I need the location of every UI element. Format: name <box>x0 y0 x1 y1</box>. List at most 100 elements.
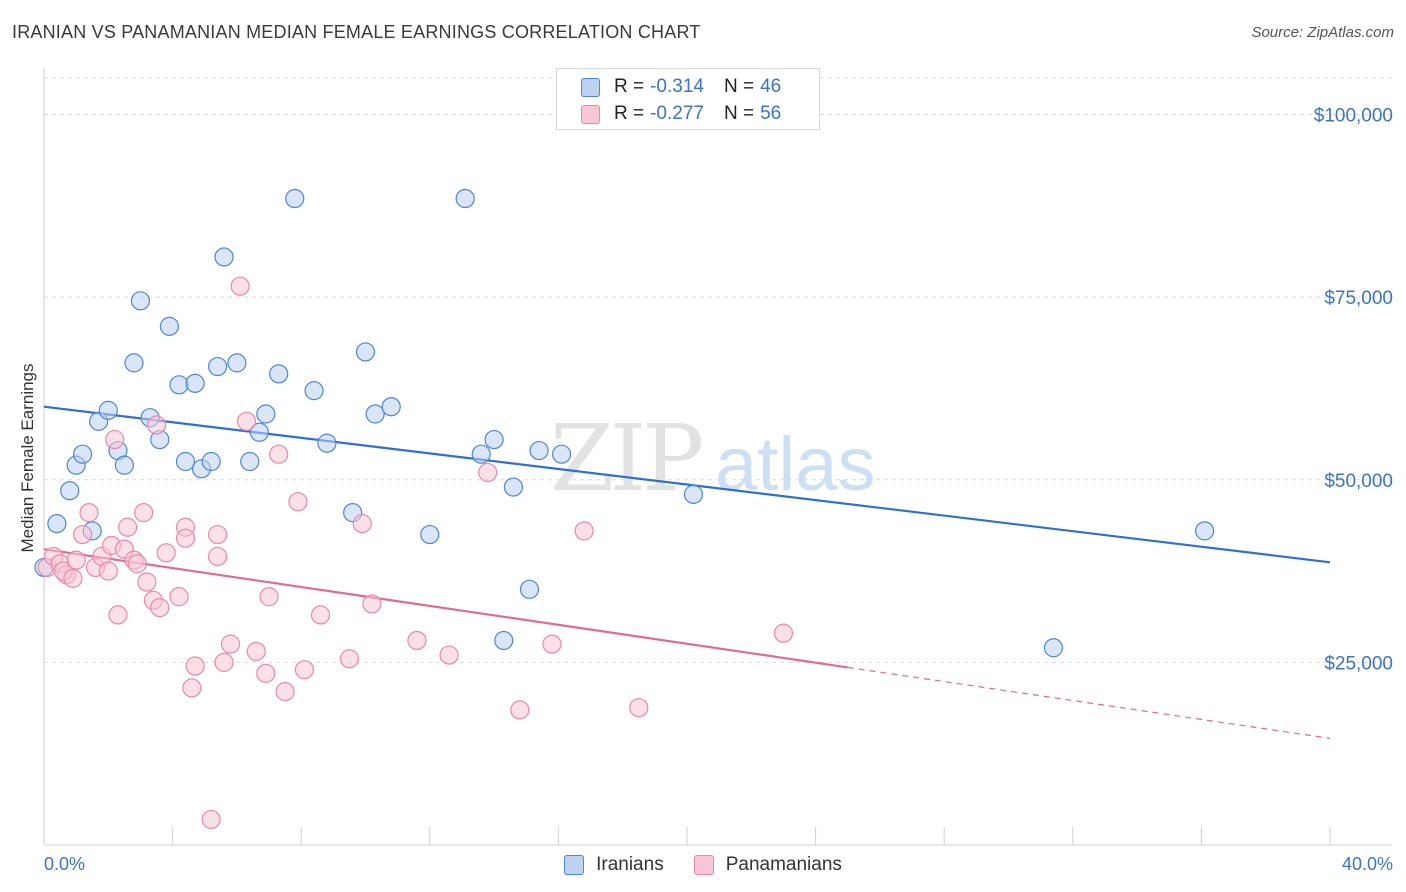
r-value: -0.314 <box>650 76 704 97</box>
point-panamanians <box>146 415 167 435</box>
point-panamanians <box>294 660 315 680</box>
point-iranians <box>304 381 324 401</box>
point-iranians <box>683 484 704 504</box>
point-iranians <box>552 444 572 464</box>
point-panamanians <box>127 554 147 574</box>
point-panamanians <box>439 645 459 665</box>
point-panamanians <box>339 649 360 669</box>
point-iranians <box>269 364 289 384</box>
point-panamanians <box>108 605 128 625</box>
y-tick-label: $25,000 <box>1324 653 1393 674</box>
point-iranians <box>227 353 247 373</box>
point-panamanians <box>574 521 594 541</box>
panamanians-swatch <box>693 855 714 875</box>
point-panamanians <box>230 276 250 296</box>
point-iranians <box>471 444 491 464</box>
point-iranians <box>159 316 179 336</box>
point-panamanians <box>201 809 221 830</box>
point-panamanians <box>169 587 189 607</box>
legend-row-iranians: R = -0.314 N = 46 <box>581 74 781 100</box>
point-panamanians <box>629 698 649 718</box>
point-panamanians <box>175 528 196 548</box>
point-iranians <box>72 444 93 464</box>
point-iranians <box>98 400 118 420</box>
point-panamanians <box>117 517 138 537</box>
point-panamanians <box>288 492 308 512</box>
point-iranians <box>169 375 189 395</box>
n-value: 56 <box>760 103 782 124</box>
r-label: R = <box>614 103 645 124</box>
point-panamanians <box>182 678 202 698</box>
legend-label-iranians: Iranians <box>596 854 664 875</box>
iranians-swatch <box>581 77 600 97</box>
point-iranians <box>47 513 67 534</box>
point-iranians <box>285 188 305 209</box>
axes <box>43 68 1392 846</box>
legend-item-panamanians[interactable]: Panamanians <box>693 852 842 878</box>
legend-label-panamanians: Panamanians <box>725 854 842 875</box>
point-iranians <box>256 404 276 424</box>
point-panamanians <box>773 623 794 643</box>
x-tick-label: 40.0% <box>1342 854 1393 874</box>
point-panamanians <box>150 597 170 618</box>
point-panamanians <box>79 503 99 523</box>
point-panamanians <box>275 681 295 702</box>
point-iranians <box>201 451 221 472</box>
point-panamanians <box>478 462 498 483</box>
point-panamanians <box>256 663 276 683</box>
point-panamanians <box>137 572 157 592</box>
point-panamanians <box>208 524 228 545</box>
point-iranians <box>365 404 385 424</box>
point-panamanians <box>246 641 266 662</box>
point-iranians <box>214 247 234 267</box>
r-value: -0.277 <box>650 103 704 124</box>
point-iranians <box>1195 521 1215 541</box>
trendline-panamanians-projection <box>847 666 1331 739</box>
series-legend: Iranians Panamanians <box>0 852 1406 878</box>
y-axis-label: Median Female Earnings <box>18 364 37 553</box>
point-iranians <box>381 397 401 417</box>
point-panamanians <box>208 546 228 567</box>
point-iranians <box>114 455 134 475</box>
point-panamanians <box>362 594 382 614</box>
point-panamanians <box>72 524 93 545</box>
trendline-panamanians <box>43 548 848 669</box>
chart-title: IRANIAN VS PANAMANIAN MEDIAN FEMALE EARN… <box>12 22 701 42</box>
point-panamanians <box>156 543 176 563</box>
point-iranians <box>124 353 144 373</box>
point-iranians <box>185 373 205 393</box>
point-panamanians <box>259 587 279 607</box>
n-label: N = <box>723 76 755 97</box>
panamanians-swatch <box>581 104 600 124</box>
grid-lines <box>44 77 1392 663</box>
n-label: N = <box>723 103 755 124</box>
point-iranians <box>249 422 270 442</box>
x-tick-labels: 0.0% 40.0% <box>44 854 1393 874</box>
point-iranians <box>130 291 151 311</box>
point-iranians <box>420 524 440 545</box>
point-iranians <box>519 579 540 599</box>
y-tick-labels: $25,000 $50,000 $75,000 $100,000 <box>1314 106 1393 675</box>
point-panamanians <box>98 561 118 581</box>
point-panamanians <box>105 429 125 450</box>
x-tick-label: 0.0% <box>44 854 85 874</box>
legend-item-iranians[interactable]: Iranians <box>564 852 664 878</box>
point-iranians <box>317 433 337 453</box>
correlation-legend: R = -0.314 N = 46 R = -0.277 N = 56 <box>556 68 820 130</box>
point-panamanians <box>63 568 83 588</box>
point-panamanians <box>220 634 241 654</box>
point-panamanians <box>352 513 372 534</box>
point-panamanians <box>542 634 562 654</box>
point-panamanians <box>310 605 331 625</box>
point-panamanians <box>134 503 154 523</box>
point-iranians <box>529 440 549 461</box>
point-iranians <box>60 481 80 501</box>
point-iranians <box>175 451 196 472</box>
y-tick-label: $100,000 <box>1314 106 1393 127</box>
point-iranians <box>355 342 376 362</box>
y-tick-label: $50,000 <box>1324 471 1393 492</box>
point-panamanians <box>510 700 530 720</box>
watermark-atlas: atlas <box>715 422 876 507</box>
data-points <box>34 188 1215 830</box>
point-iranians <box>240 451 260 472</box>
